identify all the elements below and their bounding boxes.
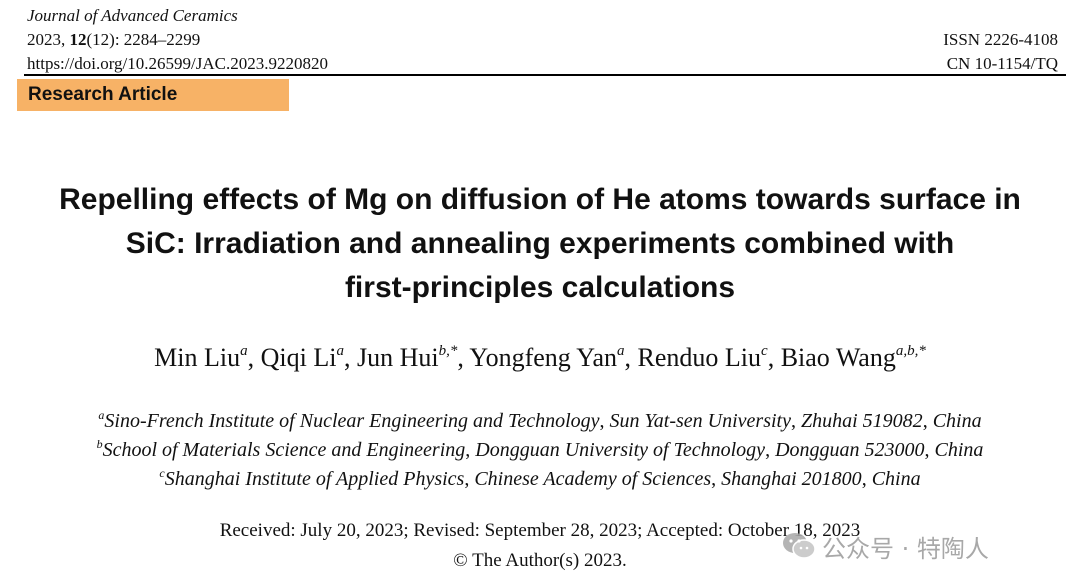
journal-header: Journal of Advanced Ceramics 2023, 12(12… <box>27 4 328 76</box>
wechat-icon <box>782 531 816 561</box>
publication-dates: Received: July 20, 2023; Revised: Septem… <box>0 516 1080 576</box>
cn-number: CN 10-1154/TQ <box>946 54 1058 73</box>
citation-volume: 12 <box>69 30 87 49</box>
watermark: 公众号 · 特陶人 <box>782 528 989 564</box>
author: Renduo Liuc <box>637 343 768 372</box>
journal-identifiers: ISSN 2226-4108 CN 10-1154/TQ <box>943 28 1058 76</box>
doi-link[interactable]: https://doi.org/10.26599/JAC.2023.922082… <box>27 54 328 73</box>
title-line-3: first-principles calculations <box>344 271 736 304</box>
watermark-text: 公众号 · 特陶人 <box>822 534 989 563</box>
affiliation-b: bSchool of Materials Science and Enginee… <box>96 437 984 461</box>
affiliation-c: cShanghai Institute of Applied Physics, … <box>159 466 921 490</box>
affiliations: aSino-French Institute of Nuclear Engine… <box>0 407 1080 494</box>
author: Biao Wanga,b,* <box>780 343 926 372</box>
copyright: © The Author(s) 2023. <box>453 550 627 571</box>
article-type-badge: Research Article <box>17 79 289 111</box>
author: Qiqi Lia <box>260 343 344 372</box>
paper-title: Repelling effects of Mg on diffusion of … <box>20 178 1060 310</box>
affiliation-a: aSino-French Institute of Nuclear Engine… <box>98 408 982 432</box>
title-line-1: Repelling effects of Mg on diffusion of … <box>59 183 1021 216</box>
citation: 2023, 12(12): 2284–2299 <box>27 28 328 52</box>
header-divider <box>24 74 1066 76</box>
issn: ISSN 2226-4108 <box>943 30 1058 49</box>
author: Yongfeng Yana <box>469 343 625 372</box>
citation-issue-pages: (12): 2284–2299 <box>86 30 201 49</box>
citation-year: 2023, <box>27 30 66 49</box>
author: Jun Huib,* <box>356 343 458 372</box>
journal-name: Journal of Advanced Ceramics <box>27 6 238 25</box>
author: Min Liua <box>154 343 248 372</box>
title-line-2: SiC: Irradiation and annealing experimen… <box>125 227 955 260</box>
author-list: Min Liua, Qiqi Lia, Jun Huib,*, Yongfeng… <box>154 343 926 372</box>
received-revised-accepted: Received: July 20, 2023; Revised: Septem… <box>219 520 861 541</box>
